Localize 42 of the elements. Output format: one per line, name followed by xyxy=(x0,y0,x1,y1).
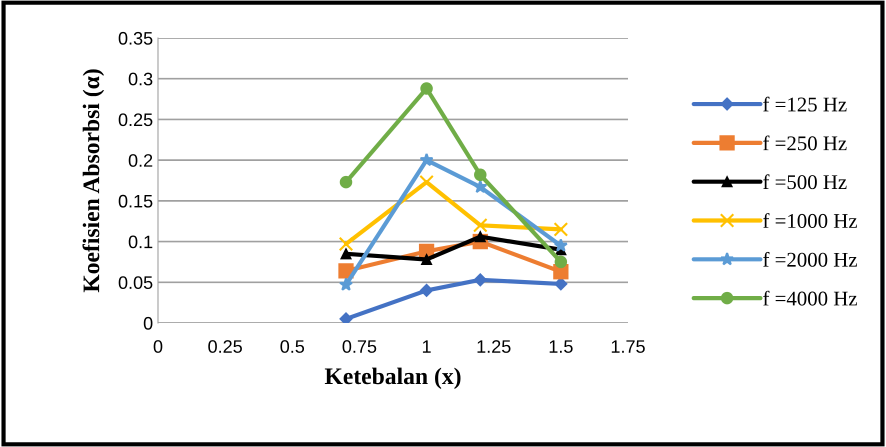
point xyxy=(421,254,432,266)
point xyxy=(338,236,354,252)
point xyxy=(554,222,568,237)
x-tick-label: 1 xyxy=(422,340,431,353)
point xyxy=(340,248,352,260)
y-tick-label: 0.15 xyxy=(118,194,152,208)
y-axis-title: Koefisien Absorbsi (α) xyxy=(82,69,104,292)
y-tick-label: 0.05 xyxy=(118,276,152,290)
point xyxy=(419,174,434,190)
point xyxy=(472,218,488,233)
legend-label: f =250 Hz xyxy=(763,135,847,150)
y-tick-label: 0.25 xyxy=(118,113,152,126)
x-tick-label: 0 xyxy=(154,340,162,353)
x-axis-title: Ketebalan (x) xyxy=(324,368,460,390)
point xyxy=(339,277,353,291)
point xyxy=(420,284,434,298)
point xyxy=(420,82,433,95)
point xyxy=(554,277,568,290)
legend-label: f =2000 Hz xyxy=(763,252,857,267)
legend-label: f =4000 Hz xyxy=(763,290,857,306)
y-tick-label: 0.2 xyxy=(128,154,152,167)
point xyxy=(339,312,353,323)
y-tick-label: 0.35 xyxy=(118,32,152,45)
point xyxy=(474,273,487,286)
x-tick-label: 1.5 xyxy=(550,340,573,353)
legend-label: f =125 Hz xyxy=(763,96,847,112)
point xyxy=(554,256,568,268)
y-tick-label: 0 xyxy=(144,316,152,330)
x-tick-label: 1.75 xyxy=(612,340,645,353)
x-tick-label: 0.5 xyxy=(280,340,304,353)
x-tick-label: 1.25 xyxy=(478,340,511,353)
point xyxy=(474,168,487,182)
point xyxy=(473,180,488,194)
point xyxy=(340,176,352,188)
legend-label: f =500 Hz xyxy=(763,174,847,190)
point xyxy=(420,152,434,166)
y-tick-label: 0.3 xyxy=(128,72,152,86)
x-tick-label: 0.25 xyxy=(208,340,242,353)
x-tick-label: 0.75 xyxy=(342,340,376,353)
y-tick-label: 0.1 xyxy=(128,236,152,248)
legend-label: f =1000 Hz xyxy=(763,213,857,228)
point xyxy=(554,238,568,252)
